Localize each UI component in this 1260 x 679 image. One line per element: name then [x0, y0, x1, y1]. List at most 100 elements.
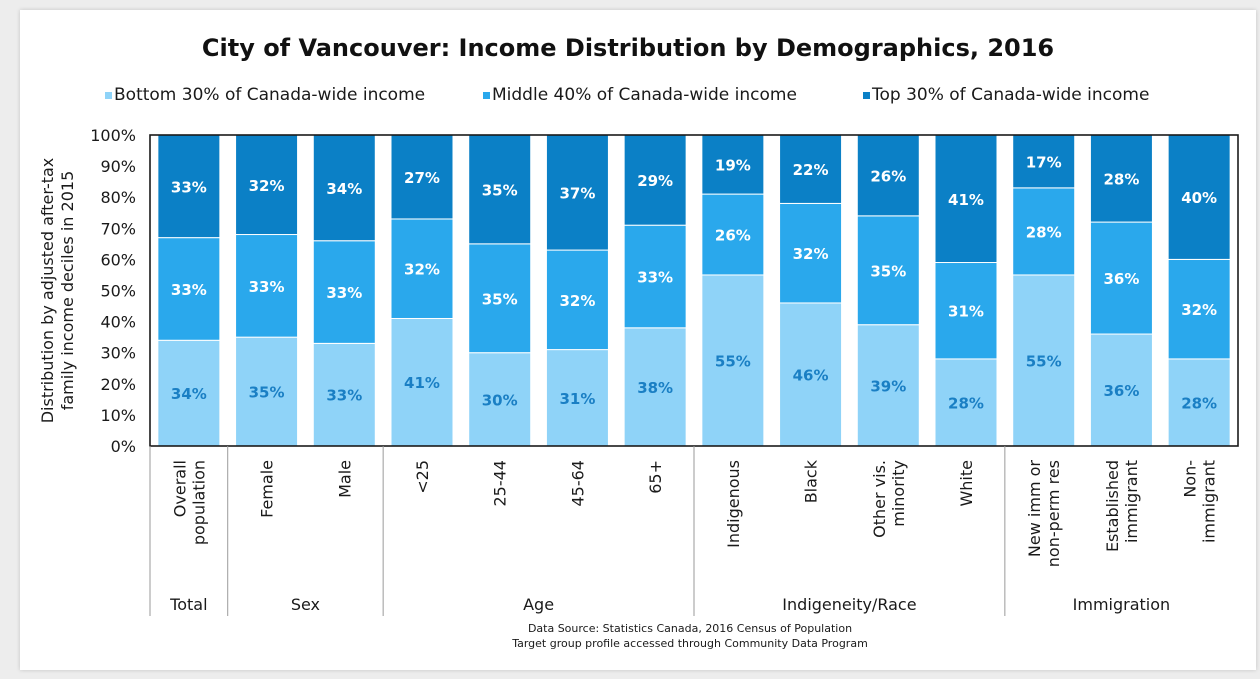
bar-segment: [1089, 333, 1153, 447]
chart-frame: City of Vancouver: Income Distribution b…: [20, 10, 1256, 670]
bar-segment: [390, 317, 454, 447]
y-axis-label-line-2: family income deciles in 2015: [58, 171, 77, 411]
bar-segment: [701, 193, 765, 276]
category-label-line: Overall: [170, 460, 189, 517]
bar-segment: [856, 324, 920, 447]
group-label: Total: [169, 595, 207, 614]
data-label: 32%: [1181, 301, 1217, 319]
data-label: 32%: [249, 177, 285, 195]
bar-segment: [312, 240, 376, 344]
group-label: Age: [523, 595, 554, 614]
data-label: 17%: [1026, 153, 1062, 171]
data-label: 34%: [326, 180, 362, 198]
data-label: 28%: [948, 394, 984, 412]
category-label-line: Black: [802, 459, 821, 503]
data-label: 33%: [326, 387, 362, 405]
category-label: Overall population: [170, 460, 208, 545]
data-label: 28%: [1181, 394, 1217, 412]
legend: Bottom 30% of Canada-wide income Middle 4…: [105, 85, 1149, 105]
y-tick-label: 10%: [100, 406, 136, 425]
bar-segment: [545, 134, 609, 251]
data-label: 55%: [1026, 352, 1062, 370]
data-label: 19%: [715, 157, 751, 175]
category-label: White: [957, 460, 976, 507]
bar-segment: [390, 218, 454, 319]
category-label-line: Indigenous: [724, 460, 743, 548]
data-source-subtext: Target group profile accessed through Co…: [511, 637, 868, 650]
category-label-line: population: [189, 460, 208, 545]
legend-label-2: Middle 40% of Canada-wide income: [492, 85, 797, 105]
data-label: 32%: [404, 261, 440, 279]
bar-segment: [1012, 134, 1076, 189]
bar-segment: [1167, 258, 1231, 360]
category-label-line: White: [957, 460, 976, 507]
y-tick-label: 100%: [90, 126, 136, 145]
y-tick-label: 40%: [100, 313, 136, 332]
data-label: 33%: [249, 278, 285, 296]
category-label-line: Established: [1103, 460, 1122, 552]
category-label: Established immigrant: [1103, 460, 1141, 552]
legend-label-1: Bottom 30% of Canada-wide income: [114, 85, 425, 105]
data-label: 29%: [637, 172, 673, 190]
category-label-line: Other vis.: [870, 460, 889, 538]
bar-segment: [934, 262, 998, 360]
bar-segment: [856, 134, 920, 217]
category-label-line: 45-64: [568, 460, 587, 507]
category-label: New imm or non-perm res: [1025, 460, 1063, 568]
category-label: 45-64: [568, 460, 587, 507]
bar-segment: [468, 134, 532, 245]
y-tick-label: 0%: [111, 437, 136, 456]
data-label: 35%: [482, 290, 518, 308]
bar-segment: [235, 234, 299, 338]
bar-segment: [701, 134, 765, 195]
data-label: 41%: [948, 191, 984, 209]
data-label: 36%: [1103, 382, 1139, 400]
y-tick-label: 70%: [100, 219, 136, 238]
data-label: 31%: [559, 390, 595, 408]
y-tick-label: 90%: [100, 157, 136, 176]
y-tick-label: 20%: [100, 375, 136, 394]
data-label: 35%: [482, 181, 518, 199]
category-label-line: 65+: [646, 460, 665, 494]
data-label: 33%: [171, 178, 207, 196]
category-label: 65+: [646, 460, 665, 494]
y-tick-label: 60%: [100, 250, 136, 269]
data-label: 22%: [793, 161, 829, 179]
bar-segment: [1012, 187, 1076, 276]
y-axis-label-line-1: Distribution by adjusted after-tax: [38, 158, 57, 424]
chart-title: City of Vancouver: Income Distribution b…: [202, 34, 1054, 62]
group-label: Indigeneity/Race: [782, 595, 916, 614]
data-label: 33%: [637, 269, 673, 287]
category-label-line: minority: [889, 460, 908, 527]
category-label: Other vis. minority: [870, 460, 908, 538]
legend-swatch-3: [863, 92, 870, 99]
category-label: Black: [802, 459, 821, 503]
data-label: 37%: [559, 185, 595, 203]
data-label: 27%: [404, 169, 440, 187]
data-label: 35%: [249, 384, 285, 402]
bar-segment: [623, 224, 687, 329]
data-label: 38%: [637, 379, 673, 397]
data-label: 30%: [482, 391, 518, 409]
bar-segment: [1167, 358, 1231, 447]
bar-segment: [545, 349, 609, 447]
bar-segment: [779, 134, 843, 204]
data-label: 41%: [404, 374, 440, 392]
bar-segment: [779, 202, 843, 304]
bar-segment: [856, 215, 920, 326]
category-label-line: Non-: [1181, 460, 1200, 498]
bar-segment: [235, 134, 299, 236]
category-label: Male: [335, 460, 354, 498]
bar-segment: [934, 134, 998, 264]
category-label: Female: [258, 460, 277, 518]
group-labels: Total Sex Age Indigeneity/Race Immigration: [169, 595, 1170, 614]
data-label: 28%: [1026, 223, 1062, 241]
category-label: <25: [413, 460, 432, 494]
bar-segment: [545, 249, 609, 351]
stacked-bar-chart: City of Vancouver: Income Distribution b…: [38, 34, 1239, 650]
bar-segment: [1167, 134, 1231, 260]
data-label: 28%: [1103, 171, 1139, 189]
y-axis-ticks: 0% 10% 20% 30% 40% 50% 60% 70% 80% 90% 100%: [90, 126, 136, 456]
y-tick-label: 80%: [100, 188, 136, 207]
data-label: 40%: [1181, 189, 1217, 207]
